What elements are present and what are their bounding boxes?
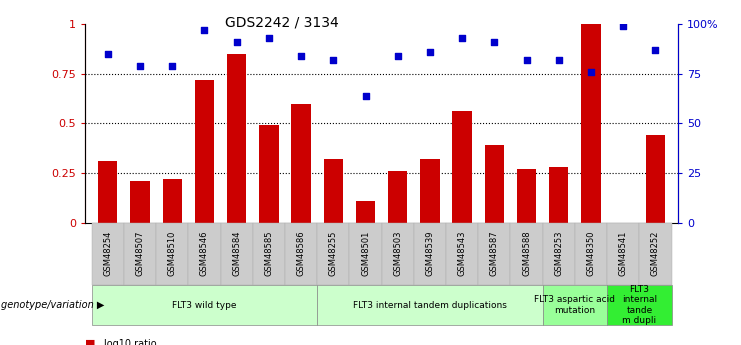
Point	[263, 35, 275, 41]
Text: GSM48501: GSM48501	[361, 231, 370, 276]
Text: GSM48584: GSM48584	[232, 231, 241, 276]
Text: GSM48587: GSM48587	[490, 231, 499, 276]
Bar	[549, 167, 568, 223]
Bar	[517, 169, 536, 223]
Bar	[324, 159, 343, 223]
Bar	[582, 24, 601, 223]
Text: FLT3
internal
tande
m dupli: FLT3 internal tande m dupli	[622, 285, 657, 325]
Point	[199, 27, 210, 33]
Bar	[162, 179, 182, 223]
Point	[553, 57, 565, 63]
Text: GSM48588: GSM48588	[522, 231, 531, 276]
Bar	[227, 54, 246, 223]
Text: FLT3 internal tandem duplications: FLT3 internal tandem duplications	[353, 300, 507, 310]
Point	[585, 69, 597, 75]
Bar	[356, 201, 375, 223]
Bar	[420, 159, 439, 223]
Text: GSM48539: GSM48539	[425, 231, 434, 276]
Text: GSM48585: GSM48585	[265, 231, 273, 276]
Point	[650, 47, 662, 53]
Point	[328, 57, 339, 63]
Text: log10 ratio: log10 ratio	[104, 339, 156, 345]
Text: GSM48507: GSM48507	[136, 231, 144, 276]
Bar	[291, 104, 310, 223]
Text: FLT3 aspartic acid
mutation: FLT3 aspartic acid mutation	[534, 295, 616, 315]
Text: GSM48503: GSM48503	[393, 231, 402, 276]
Point	[295, 53, 307, 59]
Text: GSM48252: GSM48252	[651, 231, 660, 276]
Point	[102, 51, 113, 57]
Bar	[646, 135, 665, 223]
Point	[392, 53, 404, 59]
Text: GSM48546: GSM48546	[200, 231, 209, 276]
Point	[359, 93, 371, 98]
Text: GSM48543: GSM48543	[458, 231, 467, 276]
Point	[456, 35, 468, 41]
Text: GSM48586: GSM48586	[296, 231, 305, 276]
Bar	[98, 161, 117, 223]
Point	[617, 23, 629, 29]
Point	[134, 63, 146, 69]
Point	[166, 63, 178, 69]
Bar	[130, 181, 150, 223]
Text: GSM48254: GSM48254	[103, 231, 113, 276]
Bar	[388, 171, 408, 223]
Point	[230, 39, 242, 45]
Bar	[485, 145, 504, 223]
Text: GSM48350: GSM48350	[587, 231, 596, 276]
Bar	[259, 125, 279, 223]
Text: FLT3 wild type: FLT3 wild type	[172, 300, 236, 310]
Text: GDS2242 / 3134: GDS2242 / 3134	[225, 16, 339, 30]
Text: GSM48541: GSM48541	[619, 231, 628, 276]
Bar	[453, 111, 472, 223]
Text: genotype/variation ▶: genotype/variation ▶	[1, 300, 105, 310]
Text: GSM48253: GSM48253	[554, 231, 563, 276]
Text: ■: ■	[85, 339, 96, 345]
Text: GSM48255: GSM48255	[329, 231, 338, 276]
Point	[424, 49, 436, 55]
Text: GSM48510: GSM48510	[167, 231, 176, 276]
Bar	[195, 80, 214, 223]
Point	[521, 57, 533, 63]
Point	[488, 39, 500, 45]
